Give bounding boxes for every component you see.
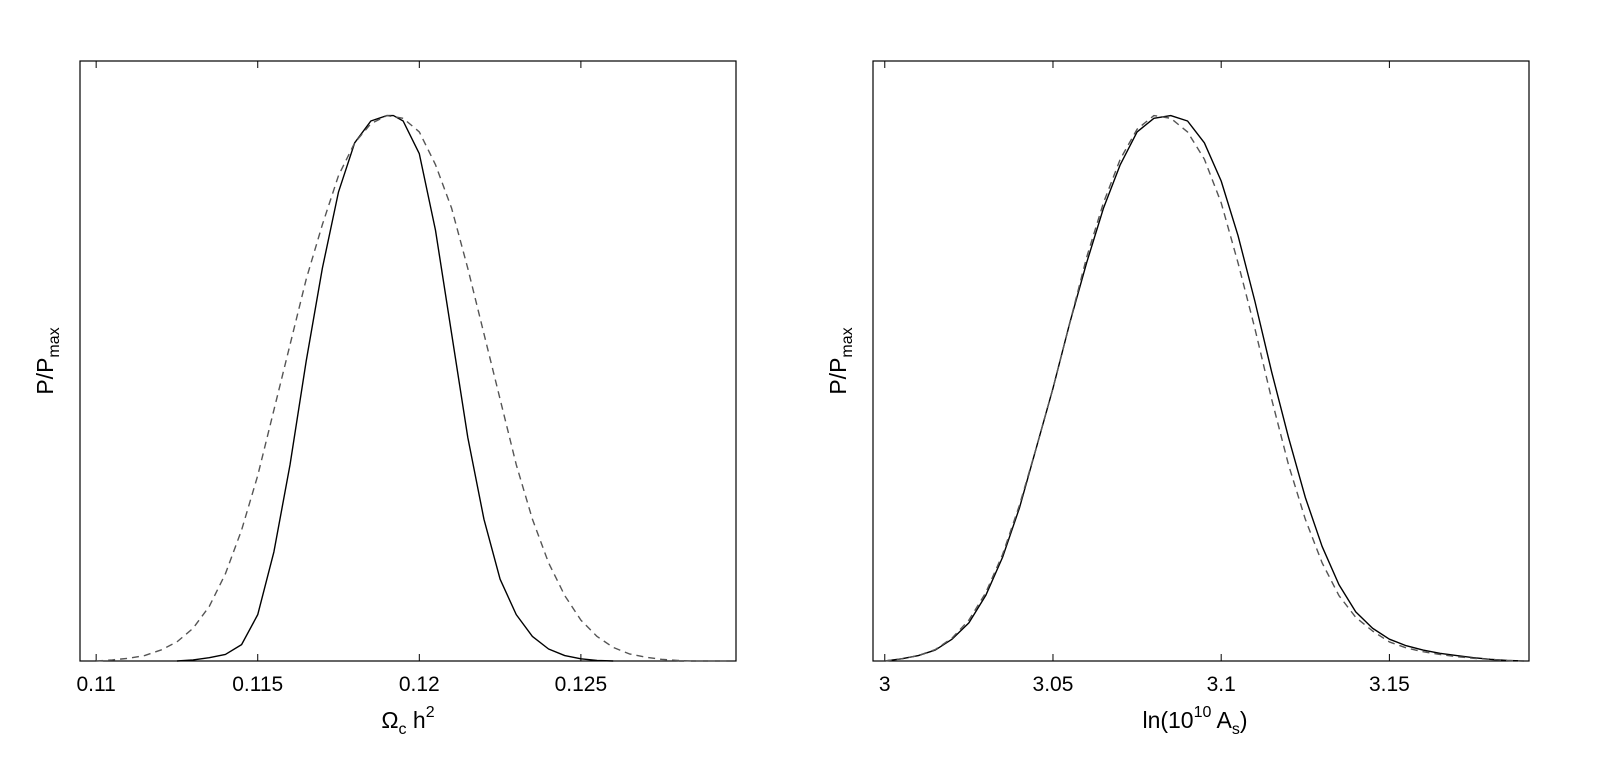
- right-x-tick-labels: 3 3.05 3.1 3.15: [879, 673, 1410, 696]
- left-x-tick-label: 0.11: [76, 673, 115, 696]
- right-x-ticks: [884, 61, 1390, 661]
- left-x-tick-label: 0.115: [232, 673, 283, 696]
- right-x-tick-label: 3: [879, 673, 891, 696]
- right-x-tick-label: 3.1: [1207, 673, 1236, 696]
- right-series-solid-line: [884, 114, 1524, 662]
- left-series-dashed-line: [96, 114, 727, 662]
- right-x-tick-label: 3.15: [1369, 673, 1410, 696]
- left-chart: 0.11 0.115 0.12 0.125 Ωc h2 P/Pmax: [32, 60, 737, 738]
- left-x-axis-label: Ωc h2: [381, 704, 434, 738]
- right-chart: 3 3.05 3.1 3.15 ln(1010 As) P/Pmax: [825, 60, 1530, 738]
- left-series-group: [96, 114, 727, 662]
- right-series-dashed-line: [884, 114, 1524, 662]
- left-x-ticks: [95, 61, 582, 661]
- right-series-group: [884, 114, 1524, 662]
- left-plot-frame: [79, 60, 737, 662]
- right-y-axis-label: P/Pmax: [825, 327, 856, 394]
- left-series-solid-line: [176, 114, 614, 662]
- left-y-axis-label: P/Pmax: [32, 327, 63, 394]
- left-x-tick-labels: 0.11 0.115 0.12 0.125: [76, 673, 607, 696]
- right-x-tick-label: 3.05: [1033, 673, 1074, 696]
- left-x-tick-label: 0.12: [399, 673, 440, 696]
- left-x-tick-label: 0.125: [555, 673, 608, 696]
- right-plot-frame: [872, 60, 1530, 662]
- right-x-axis-label: ln(1010 As): [1142, 704, 1247, 738]
